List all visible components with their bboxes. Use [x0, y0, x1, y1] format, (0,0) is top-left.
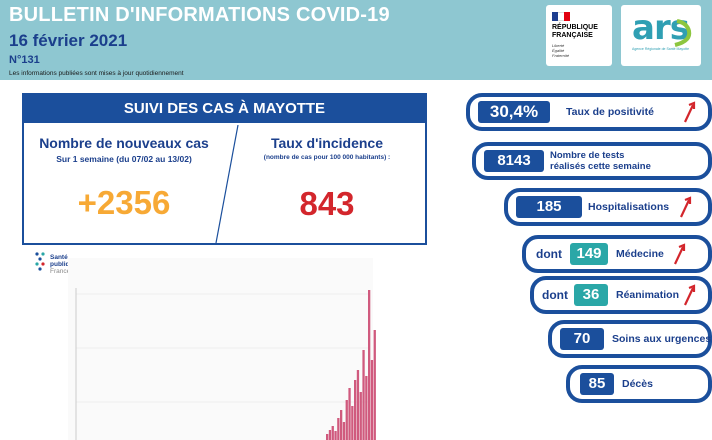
indicator-hospitalisations: 185 Hospitalisations — [504, 188, 712, 226]
bulletin-title: BULLETIN D'INFORMATIONS COVID-19 — [9, 4, 390, 26]
new-cases-value: +2356 — [77, 184, 171, 221]
indicator-positivity: 30,4% Taux de positivité — [466, 93, 712, 131]
incidence-value: 843 — [299, 185, 355, 222]
positivity-value: 30,4% — [478, 101, 550, 123]
chart-background — [68, 258, 373, 440]
arrow-up-icon — [684, 101, 696, 123]
reanimation-prefix: dont — [542, 288, 568, 302]
chart-plot — [68, 258, 376, 440]
french-flag-icon — [552, 12, 570, 21]
deces-label: Décès — [622, 378, 653, 390]
chart-bar — [370, 360, 374, 440]
chart-bar — [331, 426, 334, 440]
cases-panel-heading: SUIVI DES CAS À MAYOTTE — [24, 95, 425, 123]
chart-bar — [340, 410, 343, 440]
chart-bar — [337, 418, 340, 440]
indicator-urgences: 70 Soins aux urgences — [548, 320, 712, 358]
chart-bar — [345, 400, 348, 440]
republique-francaise-logo: RÉPUBLIQUE FRANÇAISE Liberté Égalité Fra… — [546, 5, 612, 66]
ars-swoosh-icon — [674, 19, 692, 47]
tests-value: 8143 — [484, 150, 544, 172]
bulletin-date: 16 février 2021 — [9, 31, 128, 50]
cases-tracking-panel: SUIVI DES CAS À MAYOTTE Nombre de nouvea… — [22, 93, 427, 245]
sante-publique-france-icon — [35, 252, 45, 271]
medecine-value: 149 — [570, 243, 608, 265]
new-cases-title: Nombre de nouveaux cas — [39, 135, 209, 151]
chart-bar — [334, 431, 337, 440]
indicator-deces: 85 Décès — [566, 365, 712, 403]
incidence-section: Taux d'incidence (nombre de cas pour 100… — [229, 125, 425, 223]
reanimation-value: 36 — [574, 284, 608, 306]
ars-logo: ars Agence Régionale de Santé Mayotte — [621, 5, 701, 66]
urgences-label: Soins aux urgences — [612, 333, 712, 345]
chart-bar — [354, 380, 357, 440]
indicator-medecine: dont 149 Médecine — [522, 235, 712, 273]
chart-bar — [351, 406, 354, 440]
reanimation-label: Réanimation — [616, 289, 680, 301]
incidence-title: Taux d'incidence — [271, 135, 383, 151]
update-note: Les informations publiées sont mises à j… — [9, 70, 184, 77]
chart-bar — [326, 434, 329, 440]
bars-group — [326, 290, 376, 440]
panel-divider — [215, 125, 239, 243]
new-cases-period: Sur 1 semaine (du 07/02 au 13/02) — [56, 154, 192, 164]
chart-bar — [342, 422, 346, 440]
chart-bar — [328, 430, 332, 440]
indicator-reanimation: dont 36 Réanimation — [530, 276, 712, 314]
indicator-tests: 8143 Nombre de tests réalisés cette sema… — [472, 142, 712, 180]
deces-value: 85 — [580, 373, 614, 395]
chart-bar — [348, 388, 351, 440]
chart-bar — [373, 330, 376, 440]
new-cases-section: Nombre de nouveaux cas Sur 1 semaine (du… — [24, 125, 224, 222]
chart-bar — [362, 350, 365, 440]
tests-label: Nombre de tests réalisés cette semaine — [550, 150, 651, 172]
chart-bar — [368, 290, 371, 440]
arrow-up-icon — [674, 243, 686, 265]
medecine-label: Médecine — [616, 248, 664, 260]
epidemic-curve-chart: Santé publique France — [24, 248, 376, 440]
chart-bar — [359, 392, 362, 440]
hospitalisations-label: Hospitalisations — [588, 201, 670, 213]
urgences-value: 70 — [560, 328, 604, 350]
sante-publique-france-logo: Santé publique France — [50, 254, 78, 275]
medecine-prefix: dont — [536, 247, 562, 261]
bulletin-number: N°131 — [9, 54, 40, 66]
hospitalisations-value: 185 — [516, 196, 582, 218]
chart-bar — [365, 376, 368, 440]
arrow-up-icon — [684, 284, 696, 306]
header-banner: BULLETIN D'INFORMATIONS COVID-19 16 févr… — [0, 0, 712, 80]
incidence-unit: (nombre de cas pour 100 000 habitants) : — [263, 154, 391, 161]
arrow-up-icon — [680, 196, 692, 218]
positivity-label: Taux de positivité — [566, 106, 654, 118]
chart-bar — [356, 370, 360, 440]
